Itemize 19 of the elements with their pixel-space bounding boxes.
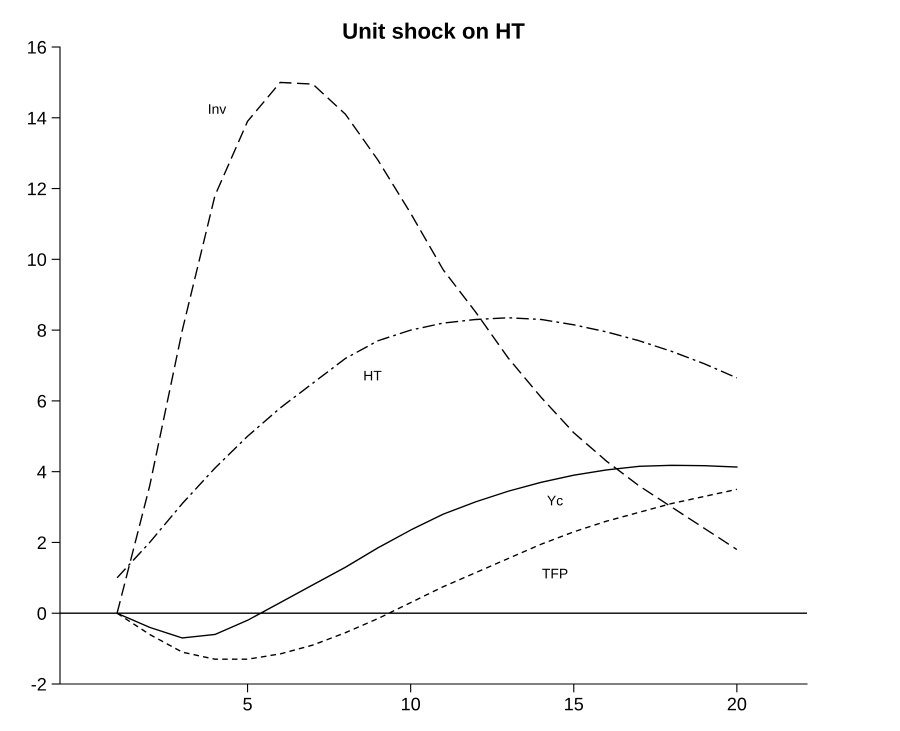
y-tick-label: 4 — [37, 466, 46, 478]
series-label: Inv — [209, 104, 226, 114]
y-tick-label: 14 — [28, 112, 46, 124]
y-tick-label: 2 — [38, 536, 46, 549]
y-tick-label: 0 — [37, 607, 46, 620]
y-tick-label: 10 — [28, 253, 46, 266]
x-tick-label: 5 — [243, 698, 252, 710]
y-tick-label: 8 — [38, 324, 46, 337]
x-tick-label: 15 — [565, 698, 584, 710]
y-tick-label: 6 — [38, 394, 46, 408]
y-tick-label: -2 — [32, 678, 46, 691]
series-label: Yc — [547, 496, 563, 506]
y-tick-label: 12 — [28, 182, 46, 196]
series-label: TFP — [542, 568, 568, 578]
x-tick-label: 20 — [728, 698, 746, 710]
x-tick-label: 10 — [402, 698, 420, 710]
chart-title: Unit shock on HT — [343, 22, 525, 39]
y-tick-label: 16 — [28, 40, 46, 54]
series-label: HT — [364, 370, 382, 380]
